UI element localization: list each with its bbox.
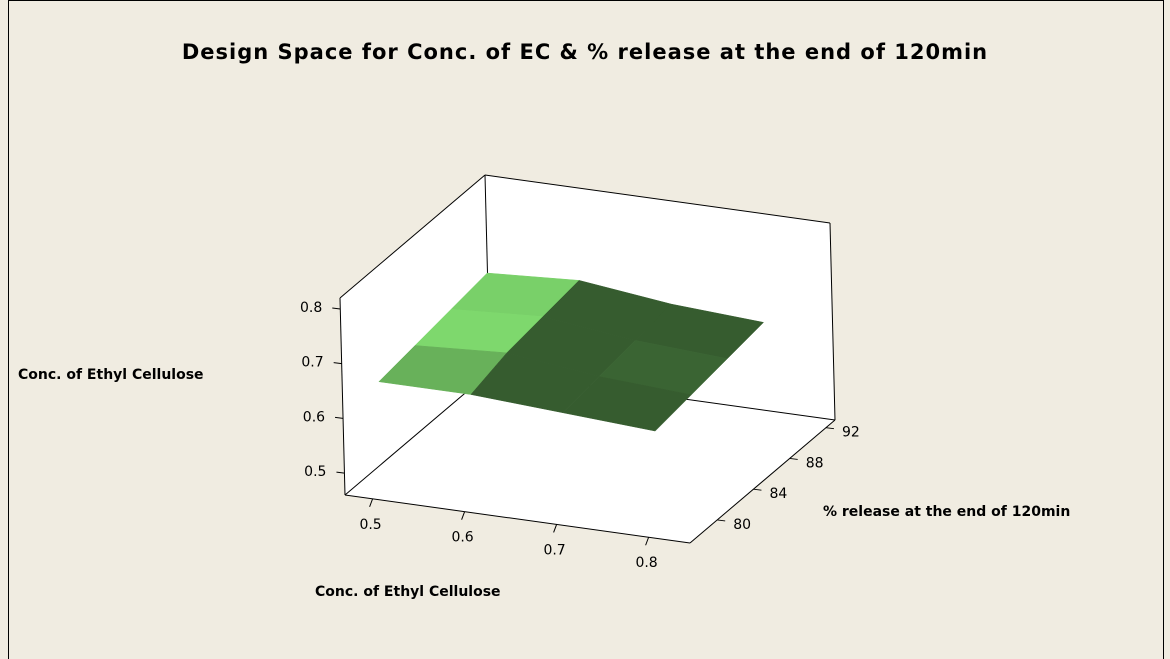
z-tick [332, 307, 341, 310]
y-tick-label: 80 [733, 517, 751, 533]
box-edge [689, 419, 836, 544]
x-tick [553, 524, 558, 533]
z-axis-label: Conc. of Ethyl Cellulose [18, 367, 204, 383]
z-tick-label: 0.8 [300, 300, 322, 316]
box-edge [829, 222, 836, 421]
y-tick [789, 457, 798, 460]
surface [378, 272, 765, 432]
z-tick-label: 0.7 [301, 355, 323, 371]
x-tick [461, 511, 466, 520]
surface-patch [562, 376, 692, 432]
x-tick-label: 0.6 [451, 530, 473, 546]
z-tick-label: 0.5 [304, 464, 326, 480]
z-tick [336, 471, 345, 474]
x-tick-label: 0.8 [635, 555, 657, 571]
y-tick [717, 519, 726, 522]
box-edge [344, 494, 691, 544]
box-edge [339, 174, 486, 299]
box-edge [339, 297, 346, 496]
y-tick-label: 84 [769, 486, 787, 502]
frame [8, 0, 1164, 659]
x-tick [645, 537, 650, 546]
x-tick [369, 498, 374, 508]
box-edge [484, 174, 831, 224]
z-tick [333, 362, 342, 365]
x-tick-label: 0.5 [359, 517, 381, 533]
ticks: 0.5 0.6 0.7 0.8 80 84 88 92 0.5 0.6 0.7 0.8 [300, 300, 860, 571]
y-tick-label: 92 [842, 425, 860, 441]
x-tick-label: 0.7 [543, 542, 565, 558]
x-axis-label: Conc. of Ethyl Cellulose [315, 584, 501, 600]
y-tick [753, 488, 762, 491]
z-tick-label: 0.6 [303, 409, 325, 425]
y-axis-label: % release at the end of 120min [823, 504, 1070, 520]
chart-title: Design Space for Conc. of EC & % release… [182, 40, 988, 64]
y-tick [825, 427, 834, 430]
y-tick-label: 88 [806, 455, 824, 471]
z-tick [334, 416, 344, 419]
